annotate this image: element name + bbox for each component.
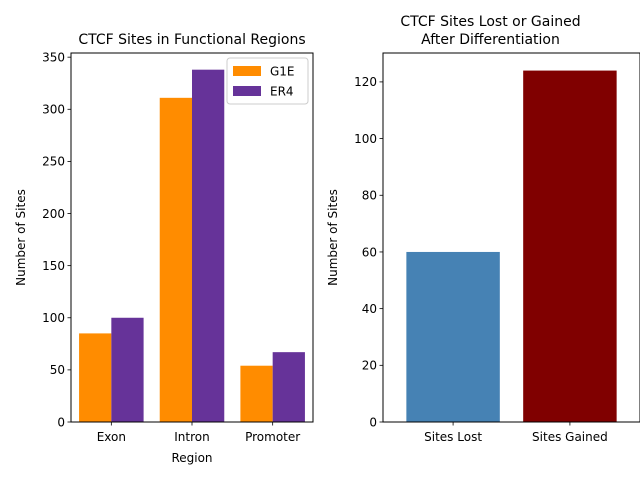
x-axis-label: Region xyxy=(171,451,212,465)
bar-g1e-promoter xyxy=(240,365,273,422)
x-tick-label: Sites Lost xyxy=(424,430,482,444)
x-tick-label: Sites Gained xyxy=(532,430,608,444)
bars-group xyxy=(79,69,305,423)
y-tick-label: 100 xyxy=(42,311,65,325)
y-tick-label: 200 xyxy=(42,207,65,221)
bar-g1e-intron xyxy=(159,97,192,423)
y-tick-label: 60 xyxy=(362,245,377,259)
y-tick-label: 150 xyxy=(42,259,65,273)
bar-er4-promoter xyxy=(272,352,305,422)
legend-label-g1e: G1E xyxy=(270,65,295,79)
bar-er4-intron xyxy=(192,69,225,422)
y-tick-label: 120 xyxy=(354,75,377,89)
legend-box xyxy=(226,57,309,105)
bars-group xyxy=(406,70,617,423)
x-tick-label: Intron xyxy=(174,430,209,444)
bar-sites-gained xyxy=(523,70,617,423)
y-tick-label: 20 xyxy=(362,359,377,373)
y-axis-label: Number of Sites xyxy=(14,189,28,286)
x-ticks: Exon Intron Promoter xyxy=(97,422,300,444)
y-tick-label: 0 xyxy=(369,415,377,429)
y-ticks: 0 20 40 60 80 100 120 xyxy=(354,75,383,429)
y-tick-label: 50 xyxy=(50,363,65,377)
y-tick-label: 350 xyxy=(42,50,65,64)
chart-title-line-1: CTCF Sites Lost or Gained xyxy=(400,14,580,30)
plot-frame xyxy=(382,52,640,423)
chart-title: CTCF Sites in Functional Regions xyxy=(78,32,305,48)
plot-frame xyxy=(70,52,314,423)
bar-er4-exon xyxy=(111,317,144,422)
chart-ctcf-functional-regions: CTCF Sites in Functional Regions Region … xyxy=(14,32,314,465)
chart-ctcf-lost-gained: CTCF Sites Lost or Gained After Differen… xyxy=(326,14,640,444)
x-tick-label: Exon xyxy=(97,430,126,444)
bar-sites-lost xyxy=(406,251,500,422)
legend-swatch-er4 xyxy=(233,86,261,96)
legend-swatch-g1e xyxy=(233,66,261,76)
legend-label-er4: ER4 xyxy=(270,85,294,99)
y-ticks: 0 50 100 150 200 250 300 350 xyxy=(42,50,71,429)
y-tick-label: 250 xyxy=(42,155,65,169)
y-tick-label: 0 xyxy=(57,415,65,429)
y-axis-label: Number of Sites xyxy=(326,189,340,286)
y-tick-label: 80 xyxy=(362,189,377,203)
chart-title-line-2: After Differentiation xyxy=(421,32,560,48)
x-tick-label: Promoter xyxy=(245,430,300,444)
x-ticks: Sites Lost Sites Gained xyxy=(424,422,608,444)
y-tick-label: 300 xyxy=(42,103,65,117)
y-tick-label: 40 xyxy=(362,302,377,316)
y-tick-label: 100 xyxy=(354,132,377,146)
bar-g1e-exon xyxy=(79,333,112,422)
